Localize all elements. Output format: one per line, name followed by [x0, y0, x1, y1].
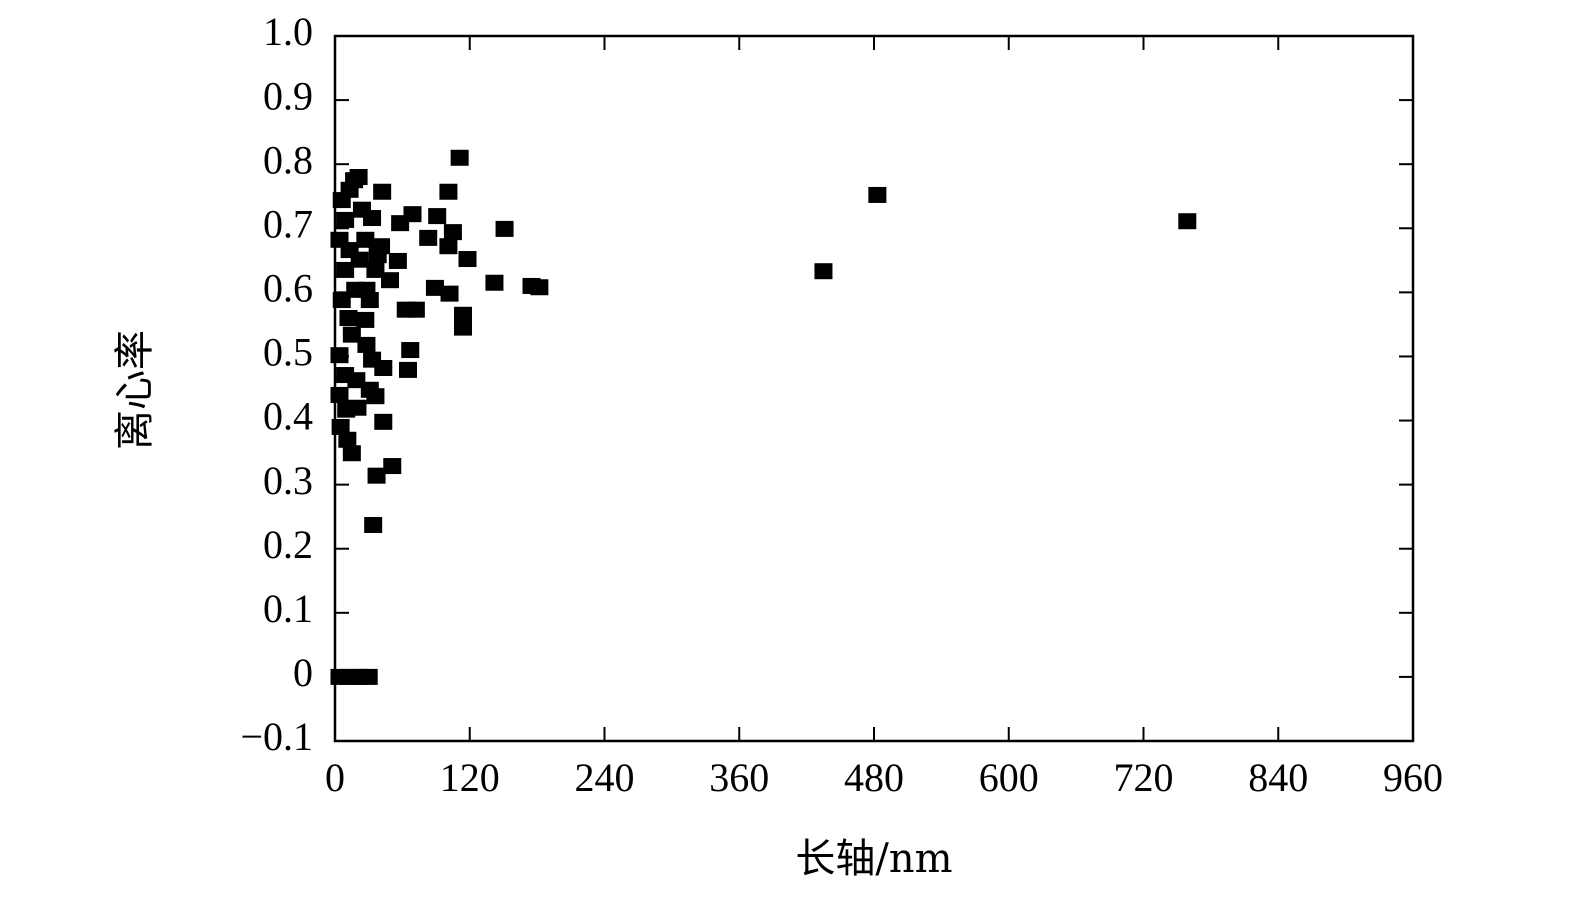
point [440, 285, 459, 302]
point [356, 311, 375, 328]
point [425, 279, 444, 296]
y-tick-label: 0.4 [263, 394, 313, 439]
y-tick-label: 0 [293, 650, 313, 695]
y-tick-label: 0.8 [263, 137, 313, 182]
point [454, 306, 473, 323]
point [373, 183, 392, 200]
y-tick-label: −0.1 [240, 714, 313, 759]
point [1178, 213, 1197, 230]
x-tick-label: 120 [440, 755, 500, 800]
point [367, 467, 386, 484]
point [332, 292, 351, 309]
point [338, 431, 357, 448]
x-tick-label: 0 [325, 755, 345, 800]
point [428, 208, 447, 225]
y-tick-label: 0.3 [263, 458, 313, 503]
x-tick-label: 480 [844, 755, 904, 800]
point [495, 220, 514, 237]
x-tick-label: 600 [979, 755, 1039, 800]
y-tick-label: 0.1 [263, 586, 313, 631]
point [868, 186, 887, 203]
point [398, 361, 417, 378]
point [419, 229, 438, 246]
point [347, 372, 366, 389]
point [458, 251, 477, 268]
point [364, 517, 383, 534]
point [485, 274, 504, 291]
point [359, 668, 378, 685]
point [391, 215, 410, 232]
point [357, 281, 376, 298]
y-tick-label: 0.6 [263, 266, 313, 311]
y-axis-label: 离心率 [112, 330, 158, 450]
plot-frame [333, 34, 1415, 743]
point [381, 272, 400, 289]
point [406, 301, 425, 318]
point [336, 261, 355, 278]
point [439, 238, 458, 255]
y-tick-label: 1.0 [263, 9, 313, 54]
point [331, 418, 350, 435]
x-tick-label: 240 [575, 755, 635, 800]
point [357, 336, 376, 353]
point [356, 231, 375, 248]
point [401, 342, 420, 359]
point [439, 183, 458, 200]
point [530, 279, 549, 296]
y-tick-label: 0.9 [263, 73, 313, 118]
point [374, 413, 393, 430]
point [337, 401, 356, 418]
point [330, 386, 349, 403]
point [383, 458, 402, 475]
point [363, 351, 382, 368]
x-tick-label: 360 [709, 755, 769, 800]
point [814, 263, 833, 280]
y-tick-label: 0.2 [263, 522, 313, 567]
x-axis-label: 长轴/nm [795, 836, 952, 882]
y-tick-label: 0.7 [263, 201, 313, 246]
x-tick-label: 840 [1248, 755, 1308, 800]
point [342, 445, 361, 462]
point [336, 211, 355, 228]
y-tick-label: 0.5 [263, 330, 313, 375]
point [340, 181, 359, 198]
point [443, 224, 462, 241]
x-tick-label: 960 [1383, 755, 1443, 800]
point [388, 252, 407, 269]
point [339, 310, 358, 326]
point [350, 251, 369, 268]
point [450, 149, 469, 166]
point [330, 347, 349, 364]
point [352, 201, 371, 218]
point [454, 319, 473, 336]
point [342, 326, 361, 343]
point [368, 247, 387, 264]
point [366, 261, 385, 278]
x-tick-label: 720 [1114, 755, 1174, 800]
